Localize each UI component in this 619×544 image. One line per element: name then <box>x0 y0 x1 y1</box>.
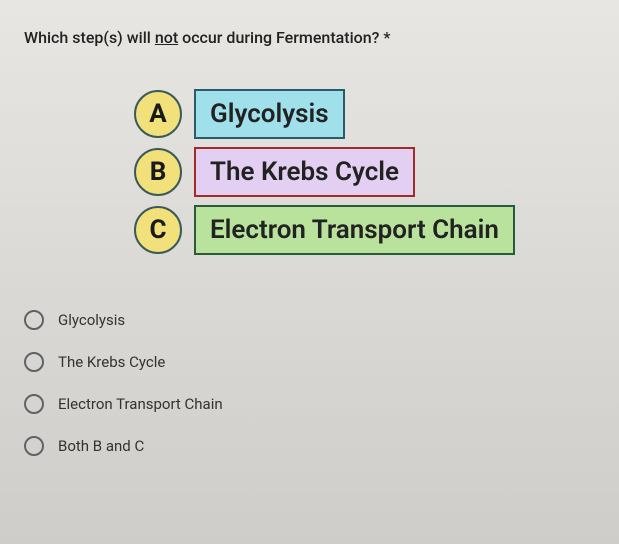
option-label: Electron Transport Chain <box>58 395 223 413</box>
diagram: A Glycolysis B The Krebs Cycle C Electro… <box>134 89 595 255</box>
diagram-row-a: A Glycolysis <box>134 89 595 139</box>
diagram-row-b: B The Krebs Cycle <box>134 147 595 197</box>
question-text: Which step(s) will not occur during Ferm… <box>24 28 595 47</box>
radio-icon <box>24 310 44 330</box>
option-label: Both B and C <box>58 437 144 455</box>
option-label: Glycolysis <box>58 311 125 329</box>
diagram-circle-b: B <box>134 148 182 196</box>
option-glycolysis[interactable]: Glycolysis <box>24 310 595 330</box>
diagram-circle-c: C <box>134 206 182 254</box>
answer-options: Glycolysis The Krebs Cycle Electron Tran… <box>24 310 595 456</box>
radio-icon <box>24 352 44 372</box>
question-underlined: not <box>155 28 178 47</box>
option-etc[interactable]: Electron Transport Chain <box>24 394 595 414</box>
option-both-b-c[interactable]: Both B and C <box>24 436 595 456</box>
diagram-box-c: Electron Transport Chain <box>194 205 515 255</box>
question-prefix: Which step(s) will <box>24 28 155 47</box>
diagram-box-a: Glycolysis <box>194 89 345 139</box>
diagram-row-c: C Electron Transport Chain <box>134 205 595 255</box>
diagram-circle-a: A <box>134 90 182 138</box>
radio-icon <box>24 394 44 414</box>
option-label: The Krebs Cycle <box>58 353 165 371</box>
diagram-box-b: The Krebs Cycle <box>194 147 415 197</box>
option-krebs-cycle[interactable]: The Krebs Cycle <box>24 352 595 372</box>
question-suffix: occur during Fermentation? * <box>178 28 390 47</box>
radio-icon <box>24 436 44 456</box>
